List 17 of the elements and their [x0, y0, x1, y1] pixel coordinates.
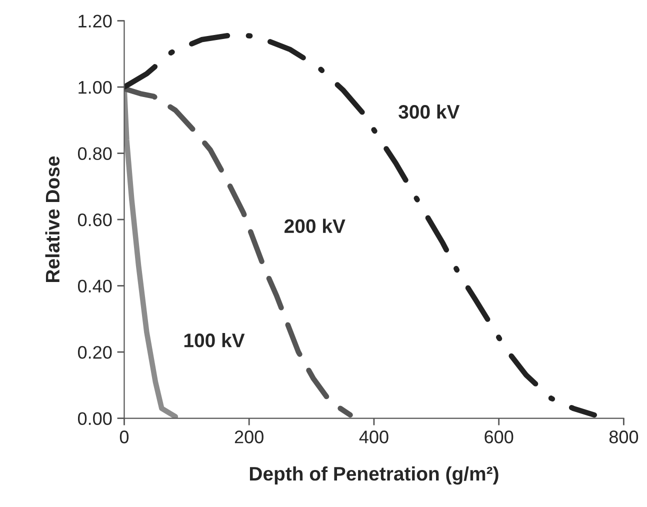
- y-tick-label: 1.20: [78, 14, 112, 28]
- x-axis-title: Depth of Penetration (g/m²): [250, 466, 498, 485]
- x-tick-label: 400: [359, 430, 388, 444]
- y-tick-label: 0.60: [78, 213, 112, 226]
- y-axis-title: Relative Dose: [45, 156, 60, 282]
- x-tick-label: 200: [234, 430, 264, 444]
- y-tick-label: 0.80: [78, 147, 112, 160]
- y-tick-label: 1.00: [78, 80, 112, 94]
- x-tick-label: 600: [484, 430, 514, 444]
- series-label: 100 kV: [184, 333, 245, 348]
- y-tick-label: 0.00: [78, 412, 112, 425]
- y-tick-label: 0.20: [78, 346, 112, 359]
- series-label: 300 kV: [398, 104, 460, 119]
- x-tick-label: 0: [120, 430, 129, 444]
- series-label: 200 kV: [284, 218, 346, 234]
- x-tick-label: 800: [609, 430, 638, 444]
- y-tick-label: 0.40: [78, 280, 112, 292]
